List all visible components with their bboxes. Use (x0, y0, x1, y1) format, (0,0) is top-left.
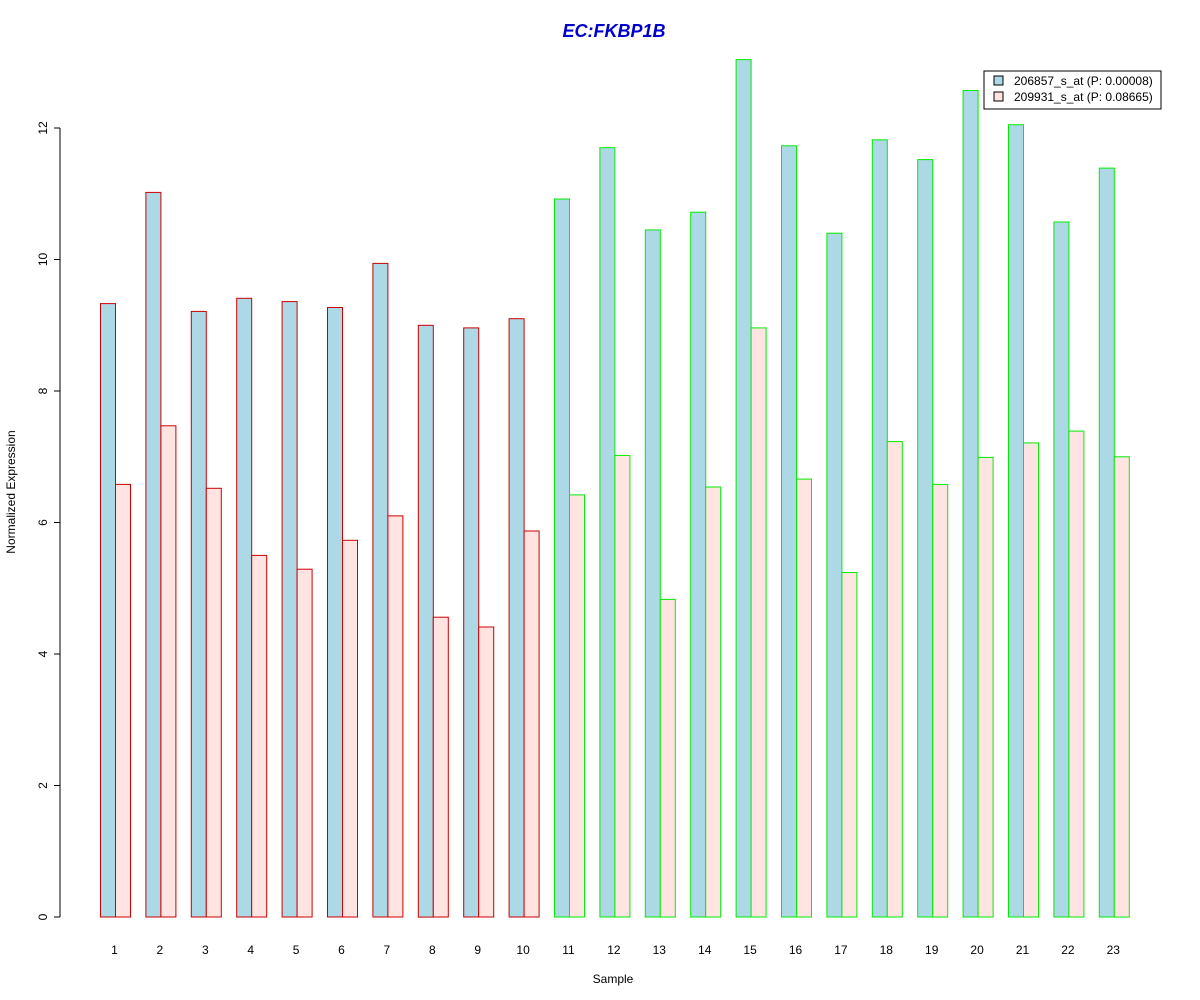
bar-1-sample-8 (417, 324, 434, 918)
x-tick-label: 8 (429, 943, 436, 957)
bar-2-sample-1 (115, 483, 131, 918)
legend-label-2: 209931_s_at (P: 0.08665) (1014, 90, 1153, 104)
y-tick-label: 4 (36, 650, 50, 657)
x-tick-label: 19 (925, 943, 939, 957)
y-tick-label: 6 (36, 519, 50, 526)
bar-1-sample-19 (917, 159, 934, 918)
y-tick-label: 2 (36, 782, 50, 789)
bar-1-sample-20 (962, 90, 979, 918)
y-axis-title: Normalized Expression (4, 430, 18, 553)
x-tick-label: 6 (338, 943, 345, 957)
bar-2-sample-16 (796, 478, 812, 918)
x-tick-label: 5 (293, 943, 300, 957)
bar-2-sample-10 (523, 530, 540, 918)
bar-1-sample-10 (508, 318, 525, 918)
bar-2-sample-21 (1023, 442, 1039, 918)
y-tick-label: 8 (36, 387, 50, 394)
x-tick-label: 11 (562, 943, 575, 957)
bar-2-sample-14 (705, 486, 722, 918)
bar-1-sample-22 (1053, 221, 1070, 918)
bar-1-sample-15 (735, 59, 752, 918)
legend-swatch-1 (993, 75, 1004, 86)
bar-1-sample-2 (145, 191, 162, 918)
bar-2-sample-19 (932, 483, 949, 918)
x-tick-label: 22 (1061, 943, 1075, 957)
legend-swatch-2 (993, 91, 1004, 102)
legend-label-1: 206857_s_at (P: 0.00008) (1014, 74, 1153, 88)
bars-group (100, 59, 1130, 918)
bar-1-sample-1 (100, 303, 116, 918)
x-tick-label: 16 (789, 943, 803, 957)
x-tick-label: 14 (698, 943, 712, 957)
bar-1-sample-12 (599, 147, 616, 918)
x-tick-label: 15 (743, 943, 757, 957)
bar-2-sample-17 (841, 572, 858, 918)
bar-1-sample-21 (1008, 124, 1024, 918)
bar-1-sample-14 (690, 211, 707, 918)
bar-2-sample-5 (296, 568, 313, 918)
bar-2-sample-13 (659, 598, 676, 918)
bar-2-sample-22 (1068, 430, 1085, 918)
y-tick-label: 0 (36, 913, 50, 920)
bar-1-sample-23 (1098, 167, 1115, 918)
x-tick-label: 21 (1016, 943, 1030, 957)
x-tick-label: 2 (157, 943, 164, 957)
bar-1-sample-13 (644, 229, 661, 918)
x-axis-tick-labels: 1 2 3 4 5 6 7 8 9 10 11 12 13 14 15 16 17 18 19 20 21 22 23 (111, 943, 1120, 957)
bar-2-sample-3 (205, 487, 222, 918)
x-tick-label: 7 (384, 943, 391, 957)
bar-1-sample-18 (871, 139, 888, 918)
chart-title: EC:FKBP1B (562, 21, 665, 41)
bar-2-sample-8 (432, 616, 449, 918)
y-tick-label: 12 (36, 121, 50, 135)
bar-1-sample-9 (463, 327, 480, 918)
x-axis-title: Sample (593, 972, 634, 986)
y-axis: 0 2 4 6 8 10 12 (36, 121, 61, 920)
bar-2-sample-11 (569, 494, 585, 918)
bar-1-sample-17 (826, 232, 843, 918)
bar-1-sample-4 (236, 297, 253, 918)
x-tick-label: 17 (834, 943, 848, 957)
bar-2-sample-12 (614, 454, 631, 918)
x-tick-label: 4 (247, 943, 254, 957)
x-tick-label: 1 (111, 943, 118, 957)
bar-1-sample-3 (190, 310, 207, 918)
bar-1-sample-7 (372, 262, 389, 918)
x-tick-label: 12 (607, 943, 621, 957)
bar-1-sample-5 (281, 301, 298, 918)
x-tick-label: 9 (474, 943, 481, 957)
x-tick-label: 20 (970, 943, 984, 957)
x-tick-label: 3 (202, 943, 209, 957)
x-tick-label: 13 (653, 943, 667, 957)
x-tick-label: 18 (880, 943, 894, 957)
y-tick-label: 10 (36, 253, 50, 267)
bar-1-sample-11 (554, 198, 570, 918)
legend-box (983, 70, 1162, 110)
bar-2-sample-23 (1113, 456, 1130, 918)
bar-2-sample-2 (160, 425, 177, 918)
bar-2-sample-6 (342, 539, 358, 918)
bar-2-sample-18 (886, 441, 903, 918)
bar-2-sample-9 (478, 626, 495, 918)
x-tick-label: 23 (1107, 943, 1121, 957)
bar-2-sample-4 (251, 554, 268, 918)
legend: 206857_s_at (P: 0.00008) 209931_s_at (P: … (983, 70, 1162, 110)
bar-1-sample-16 (781, 145, 797, 918)
x-tick-label: 10 (516, 943, 530, 957)
bar-2-sample-20 (977, 456, 994, 918)
bar-1-sample-6 (327, 307, 343, 918)
bar-2-sample-15 (750, 327, 767, 918)
bar-2-sample-7 (387, 515, 404, 918)
